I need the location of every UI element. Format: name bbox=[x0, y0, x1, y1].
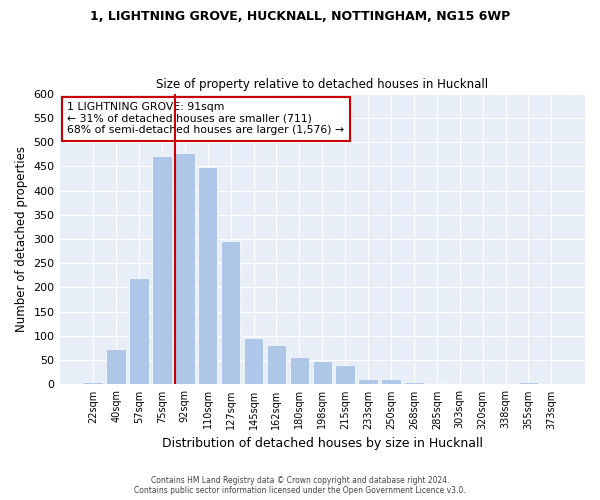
Title: Size of property relative to detached houses in Hucknall: Size of property relative to detached ho… bbox=[156, 78, 488, 91]
Bar bbox=[198, 167, 217, 384]
Bar bbox=[519, 382, 538, 384]
Bar bbox=[358, 378, 378, 384]
Bar bbox=[381, 378, 401, 384]
Bar bbox=[129, 278, 149, 384]
Text: 1 LIGHTNING GROVE: 91sqm
← 31% of detached houses are smaller (711)
68% of semi-: 1 LIGHTNING GROVE: 91sqm ← 31% of detach… bbox=[67, 102, 344, 136]
Bar bbox=[313, 361, 332, 384]
X-axis label: Distribution of detached houses by size in Hucknall: Distribution of detached houses by size … bbox=[162, 437, 483, 450]
Bar bbox=[152, 156, 172, 384]
Bar bbox=[175, 152, 194, 384]
Bar bbox=[290, 358, 309, 384]
Bar bbox=[404, 382, 424, 384]
Bar bbox=[335, 364, 355, 384]
Bar bbox=[83, 382, 103, 384]
Y-axis label: Number of detached properties: Number of detached properties bbox=[15, 146, 28, 332]
Bar bbox=[106, 349, 126, 384]
Text: Contains HM Land Registry data © Crown copyright and database right 2024.
Contai: Contains HM Land Registry data © Crown c… bbox=[134, 476, 466, 495]
Bar bbox=[267, 345, 286, 385]
Bar bbox=[221, 242, 241, 384]
Text: 1, LIGHTNING GROVE, HUCKNALL, NOTTINGHAM, NG15 6WP: 1, LIGHTNING GROVE, HUCKNALL, NOTTINGHAM… bbox=[90, 10, 510, 23]
Bar bbox=[244, 338, 263, 384]
